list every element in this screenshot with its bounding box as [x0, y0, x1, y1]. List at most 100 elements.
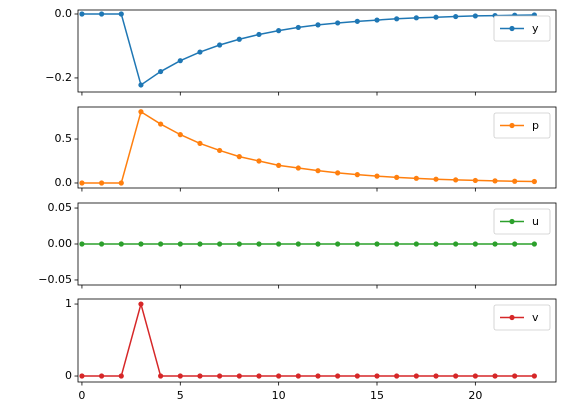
legend-label: v: [532, 311, 539, 324]
y-tick-label: 0.0: [55, 7, 73, 20]
data-point: [453, 177, 459, 183]
series-line: [81, 13, 535, 87]
x-tick-label: 5: [177, 389, 184, 402]
y-tick-label: −0.05: [38, 273, 72, 286]
data-point: [492, 241, 498, 247]
axes-frame: [77, 9, 557, 93]
data-point: [453, 373, 459, 379]
data-point: [354, 373, 360, 379]
data-point: [413, 241, 419, 247]
legend-marker: [509, 122, 515, 129]
data-point: [177, 132, 183, 138]
x-tick-label: 10: [272, 389, 286, 402]
data-point: [492, 373, 498, 379]
data-point: [354, 172, 360, 178]
data-point: [472, 13, 478, 19]
legend-label: p: [532, 119, 539, 132]
y-tick-label: 0.00: [48, 237, 73, 250]
data-point: [531, 373, 537, 379]
data-point: [413, 373, 419, 379]
data-point: [335, 241, 341, 247]
data-point: [276, 28, 282, 34]
y-tick-label: 0.0: [55, 176, 73, 189]
data-point: [217, 147, 223, 154]
data-point: [512, 373, 518, 379]
x-tick-label: 15: [370, 389, 384, 402]
data-point: [394, 16, 400, 22]
data-point: [99, 11, 105, 17]
x-tick-label: 0: [78, 389, 85, 402]
data-point: [79, 373, 85, 379]
y-tick-label: 1: [65, 297, 72, 310]
data-point: [138, 301, 144, 307]
data-point: [256, 241, 262, 247]
data-point: [354, 18, 360, 24]
data-point: [453, 241, 459, 247]
data-point: [118, 241, 124, 247]
data-point: [472, 177, 478, 184]
data-point: [374, 17, 380, 23]
data-point: [394, 241, 400, 247]
data-point: [394, 373, 400, 379]
series-line: [81, 301, 535, 377]
y-tick-label: 0.05: [48, 201, 73, 214]
data-point: [177, 241, 183, 247]
data-point: [374, 173, 380, 179]
data-point: [118, 373, 124, 379]
data-point: [158, 241, 164, 247]
data-point: [315, 241, 321, 247]
data-point: [394, 174, 400, 180]
data-point: [99, 180, 105, 186]
data-point: [472, 241, 478, 247]
data-point: [512, 241, 518, 247]
data-point: [335, 20, 341, 26]
data-point: [118, 11, 124, 17]
data-point: [256, 31, 262, 38]
data-point: [276, 162, 282, 168]
data-point: [354, 241, 360, 247]
data-point: [512, 178, 518, 184]
data-point: [217, 241, 223, 247]
data-point: [256, 373, 262, 379]
data-point: [276, 241, 282, 247]
data-point: [138, 82, 144, 88]
y-tick-label: 0.5: [55, 132, 73, 145]
data-point: [197, 49, 203, 55]
legend-label: u: [532, 215, 539, 228]
data-point: [472, 373, 478, 379]
data-point: [315, 22, 321, 28]
data-point: [177, 373, 183, 379]
data-point: [295, 373, 301, 379]
data-point: [492, 178, 498, 184]
data-point: [295, 165, 301, 171]
x-tick-label: 20: [468, 389, 482, 402]
data-point: [335, 170, 341, 176]
data-point: [99, 373, 105, 379]
data-point: [413, 175, 419, 181]
legend-marker: [509, 25, 515, 32]
data-point: [236, 373, 242, 379]
axes-frame: [77, 106, 557, 189]
data-point: [413, 15, 419, 21]
data-point: [335, 373, 341, 379]
data-point: [531, 178, 537, 185]
data-point: [79, 11, 85, 17]
data-point: [118, 180, 124, 186]
data-point: [79, 180, 85, 186]
y-tick-label: −0.2: [45, 71, 72, 84]
data-point: [295, 24, 301, 31]
data-point: [256, 158, 262, 164]
data-point: [197, 241, 203, 247]
data-point: [217, 373, 223, 379]
data-point: [236, 241, 242, 247]
data-point: [197, 373, 203, 379]
data-point: [236, 36, 242, 42]
data-point: [374, 373, 380, 379]
data-point: [217, 42, 223, 48]
data-point: [531, 241, 537, 247]
data-point: [433, 176, 439, 182]
y-tick-label: 0: [65, 369, 72, 382]
data-point: [158, 68, 164, 75]
data-point: [315, 373, 321, 379]
